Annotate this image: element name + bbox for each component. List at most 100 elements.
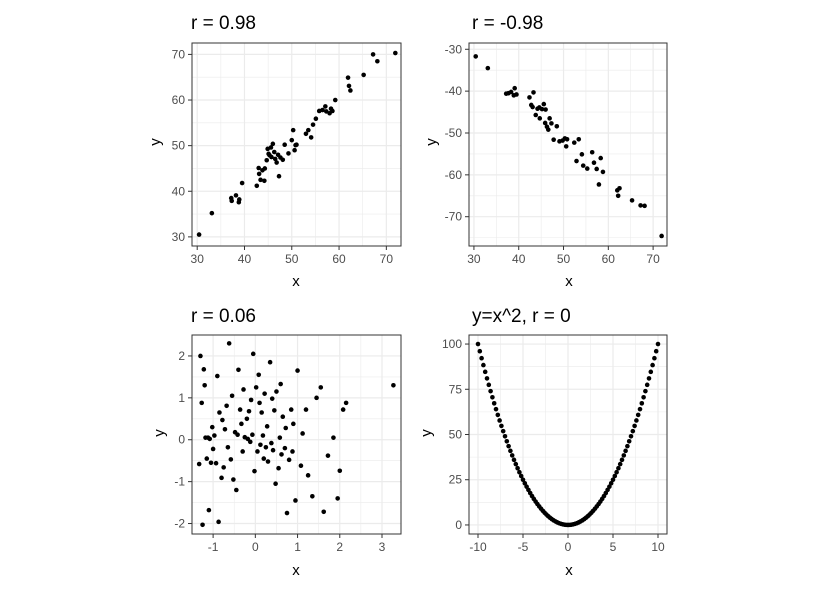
data-point xyxy=(551,137,556,142)
data-point xyxy=(273,481,278,487)
data-point xyxy=(258,442,263,448)
data-point xyxy=(650,362,655,368)
data-point xyxy=(231,477,236,482)
data-point xyxy=(300,431,305,436)
data-point xyxy=(610,477,616,483)
data-point xyxy=(234,487,239,493)
panel-1: r = 0.98 x y 30 40 50 60 70 30 40 50 60 70 xyxy=(147,13,402,290)
data-point xyxy=(229,198,235,204)
x-tick-label: 10 xyxy=(651,540,665,554)
data-point xyxy=(621,453,627,458)
data-point xyxy=(278,381,283,387)
data-point xyxy=(247,439,253,445)
y-tick-label: -30 xyxy=(445,42,463,56)
data-point xyxy=(481,362,486,368)
data-point xyxy=(295,368,300,373)
data-point xyxy=(638,203,643,208)
data-point xyxy=(642,203,647,209)
data-point xyxy=(634,418,639,423)
data-point xyxy=(210,446,216,452)
data-point xyxy=(250,432,255,438)
data-point xyxy=(500,428,506,434)
data-point xyxy=(256,372,262,378)
y-tick-label: -2 xyxy=(174,517,185,531)
data-point xyxy=(286,151,291,156)
data-point xyxy=(201,367,207,372)
data-point xyxy=(286,457,292,463)
data-point xyxy=(332,97,338,103)
data-point xyxy=(264,157,270,163)
data-point xyxy=(653,348,659,354)
x-tick-label: 2 xyxy=(336,540,343,554)
data-point xyxy=(335,496,340,501)
data-point xyxy=(222,426,228,432)
data-point xyxy=(224,403,229,409)
data-point xyxy=(549,121,554,126)
data-point xyxy=(361,72,366,78)
data-point xyxy=(615,193,621,199)
data-point xyxy=(579,152,585,157)
data-point xyxy=(229,393,235,399)
data-point xyxy=(267,359,273,365)
data-point xyxy=(509,453,515,458)
data-point xyxy=(276,465,281,471)
data-point xyxy=(576,136,582,142)
data-point xyxy=(522,480,528,486)
data-point xyxy=(617,461,623,467)
data-point xyxy=(626,439,632,444)
data-point xyxy=(325,453,331,458)
data-point xyxy=(290,127,296,133)
data-point xyxy=(264,424,270,429)
data-point xyxy=(473,54,479,59)
data-point xyxy=(652,355,657,361)
data-point xyxy=(198,353,203,359)
data-point xyxy=(277,435,283,440)
data-point xyxy=(310,493,315,499)
data-point xyxy=(292,147,297,153)
x-tick-label: -10 xyxy=(469,540,487,554)
data-point xyxy=(244,416,250,422)
panel-1-plot-area: 30 40 50 60 70 30 40 50 60 70 xyxy=(172,42,402,266)
data-point xyxy=(514,92,519,97)
data-point xyxy=(370,52,376,57)
y-tick-label: 60 xyxy=(172,93,186,107)
data-point xyxy=(217,410,222,415)
data-point xyxy=(291,421,296,427)
data-point xyxy=(346,83,352,89)
data-point xyxy=(632,423,637,429)
data-point xyxy=(641,395,646,400)
data-point xyxy=(298,463,304,469)
x-tick-label: 50 xyxy=(285,252,299,266)
data-point xyxy=(314,395,319,401)
data-point xyxy=(308,135,314,140)
data-point xyxy=(340,407,346,412)
y-tick-label: -60 xyxy=(445,168,463,182)
data-point xyxy=(288,407,294,412)
data-point xyxy=(477,348,483,354)
panel-border xyxy=(191,42,402,247)
x-tick-label: 0 xyxy=(252,540,259,554)
data-point xyxy=(482,369,488,375)
panel-2-y-axis-label: y xyxy=(423,138,440,146)
data-point xyxy=(200,522,205,528)
panel-1-title: r = 0.98 xyxy=(191,13,256,34)
x-tick-label: 30 xyxy=(191,252,205,266)
data-point xyxy=(269,440,274,446)
data-point xyxy=(491,401,497,406)
data-point xyxy=(564,136,570,142)
data-point xyxy=(530,104,535,110)
data-point xyxy=(508,89,514,95)
data-point xyxy=(313,116,319,122)
panel-1-x-axis-label: x xyxy=(292,273,300,290)
data-point xyxy=(537,116,543,121)
data-point xyxy=(343,400,349,406)
data-point xyxy=(256,171,262,177)
data-point xyxy=(547,116,552,121)
x-tick-label: 60 xyxy=(602,252,616,266)
y-tick-label: 0 xyxy=(455,518,462,532)
data-point xyxy=(533,112,539,118)
data-point xyxy=(318,385,324,390)
data-point xyxy=(221,465,226,470)
